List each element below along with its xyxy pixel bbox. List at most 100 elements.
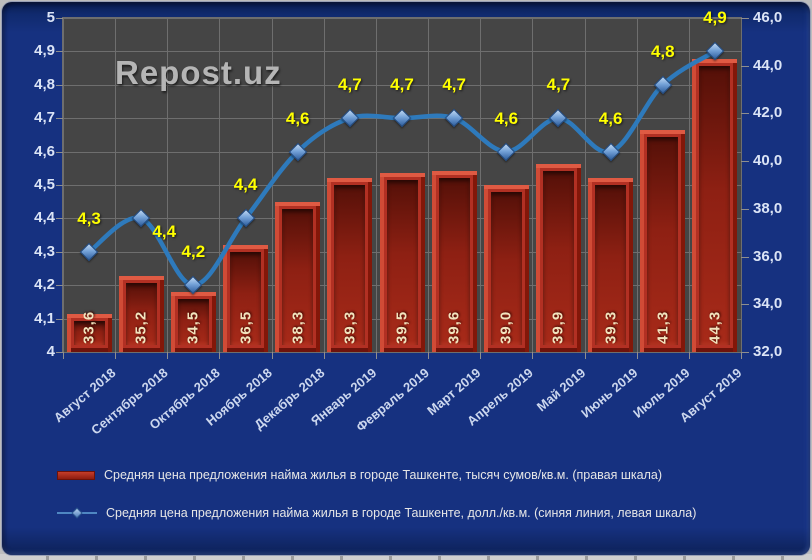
line-value-label: 4,6 bbox=[494, 108, 519, 128]
left-axis-label: 4,3 bbox=[34, 242, 55, 260]
left-axis-label: 4,6 bbox=[34, 142, 55, 160]
right-axis-tick bbox=[741, 208, 749, 210]
left-axis-tick bbox=[56, 251, 63, 253]
gridline-horizontal bbox=[63, 18, 741, 19]
line-marker-diamond bbox=[497, 142, 516, 161]
bar-series-swatch bbox=[57, 470, 95, 480]
line-value-label: 4,2 bbox=[181, 242, 206, 262]
line-marker-diamond bbox=[601, 142, 620, 161]
diamond-marker-icon bbox=[71, 507, 83, 519]
left-axis-label: 4,5 bbox=[34, 176, 55, 193]
gridline-vertical bbox=[741, 18, 742, 352]
line-value-label: 4,7 bbox=[546, 75, 571, 95]
bar-value-label: 41,3 bbox=[654, 310, 672, 344]
gridline-vertical bbox=[584, 18, 586, 352]
x-axis-tick bbox=[532, 352, 534, 359]
bar-face bbox=[699, 66, 731, 345]
bar-value-label: 39,3 bbox=[602, 310, 620, 344]
left-axis-tick bbox=[56, 51, 63, 53]
bar-value-label: 36,5 bbox=[237, 310, 255, 344]
right-axis-tick bbox=[741, 65, 749, 67]
x-axis-tick bbox=[636, 352, 638, 359]
left-axis-label: 4,7 bbox=[34, 109, 55, 127]
line-marker-diamond bbox=[132, 209, 151, 228]
line-value-label: 4,8 bbox=[650, 41, 675, 61]
watermark-logo: Repost.uz bbox=[115, 54, 282, 91]
left-axis-tick bbox=[56, 352, 63, 353]
left-axis-label: 4,4 bbox=[34, 209, 55, 227]
legend-label-bars: Средняя цена предложения найма жилья в г… bbox=[104, 468, 663, 482]
gridline-vertical bbox=[688, 18, 690, 352]
gridline-vertical bbox=[428, 18, 430, 352]
line-value-label: 4,6 bbox=[598, 108, 623, 128]
legend-item-bars: Средняя цена предложения найма жилья в г… bbox=[57, 468, 662, 482]
x-axis-tick bbox=[688, 352, 690, 359]
right-axis-label: 40,0 bbox=[753, 152, 783, 170]
left-axis-label: 4 bbox=[46, 343, 55, 360]
line-marker-diamond bbox=[236, 209, 255, 228]
gridline-horizontal bbox=[63, 352, 741, 353]
right-axis-label: 44,0 bbox=[753, 56, 783, 74]
x-axis-tick bbox=[323, 352, 325, 359]
bar-value-label: 35,2 bbox=[132, 310, 150, 344]
right-axis-label: 34,0 bbox=[753, 295, 783, 313]
legend-item-line: Средняя цена предложения найма жилья в г… bbox=[57, 506, 696, 520]
left-axis-tick bbox=[56, 318, 63, 320]
left-axis-label: 5 bbox=[46, 9, 55, 26]
right-axis-label: 36,0 bbox=[753, 247, 783, 265]
bar-face bbox=[73, 321, 105, 345]
x-axis-tick bbox=[741, 352, 742, 359]
plot-area: Repost.uz 33,6 35,2 34,5 36,5 38,3 39,3 39,5 39… bbox=[63, 8, 742, 353]
gridline-vertical bbox=[63, 18, 64, 352]
left-axis-tick bbox=[56, 218, 63, 220]
bar-value-label: 34,5 bbox=[184, 310, 202, 344]
left-axis-label: 4,1 bbox=[34, 309, 55, 327]
gridline-vertical bbox=[480, 18, 482, 352]
line-marker-diamond bbox=[340, 108, 360, 128]
page-edge-strip bbox=[0, 554, 812, 560]
bar-face bbox=[125, 283, 157, 345]
x-axis-tick bbox=[428, 352, 430, 359]
line-value-label: 4,7 bbox=[390, 75, 414, 95]
bar-value-label: 39,0 bbox=[497, 310, 515, 344]
right-axis-label: 46,0 bbox=[753, 9, 783, 26]
gridline-vertical bbox=[375, 18, 377, 352]
gridline-vertical bbox=[323, 18, 325, 352]
line-value-label: 4,4 bbox=[152, 222, 177, 242]
line-marker-diamond bbox=[705, 42, 725, 61]
gridline-vertical bbox=[636, 18, 638, 352]
right-axis-label: 32,0 bbox=[753, 343, 783, 360]
left-axis-tick bbox=[56, 18, 63, 19]
bar bbox=[692, 59, 738, 352]
right-axis-label: 38,0 bbox=[753, 199, 783, 217]
right-axis-label: 42,0 bbox=[753, 104, 783, 122]
line-value-label: 4,3 bbox=[77, 208, 101, 228]
x-axis-tick bbox=[219, 352, 221, 359]
x-axis-tick bbox=[480, 352, 482, 359]
bar bbox=[170, 292, 216, 352]
x-axis-tick bbox=[63, 352, 64, 359]
bar-value-label: 39,9 bbox=[549, 310, 567, 344]
bar-value-label: 38,3 bbox=[289, 310, 307, 344]
left-axis-tick bbox=[56, 285, 63, 287]
line-marker-diamond bbox=[79, 242, 99, 261]
right-axis-tick bbox=[741, 304, 749, 306]
right-axis-tick bbox=[741, 161, 749, 163]
bar-value-label: 39,3 bbox=[341, 310, 359, 344]
x-axis-tick bbox=[584, 352, 586, 359]
line-value-label: 4,4 bbox=[233, 175, 258, 195]
line-value-label: 4,9 bbox=[703, 8, 727, 28]
right-axis-tick bbox=[741, 256, 749, 258]
x-axis-tick bbox=[271, 352, 273, 359]
right-axis-tick bbox=[741, 352, 749, 353]
bar bbox=[66, 314, 112, 352]
bar-value-label: 44,3 bbox=[706, 310, 724, 344]
left-axis-label: 4,9 bbox=[34, 42, 55, 60]
line-value-label: 4,7 bbox=[338, 75, 362, 95]
left-axis-label: 4,8 bbox=[34, 75, 55, 93]
line-marker-diamond bbox=[392, 108, 412, 128]
left-axis-label: 4,2 bbox=[34, 276, 55, 294]
x-axis-tick bbox=[167, 352, 169, 359]
line-marker-diamond bbox=[549, 108, 568, 128]
